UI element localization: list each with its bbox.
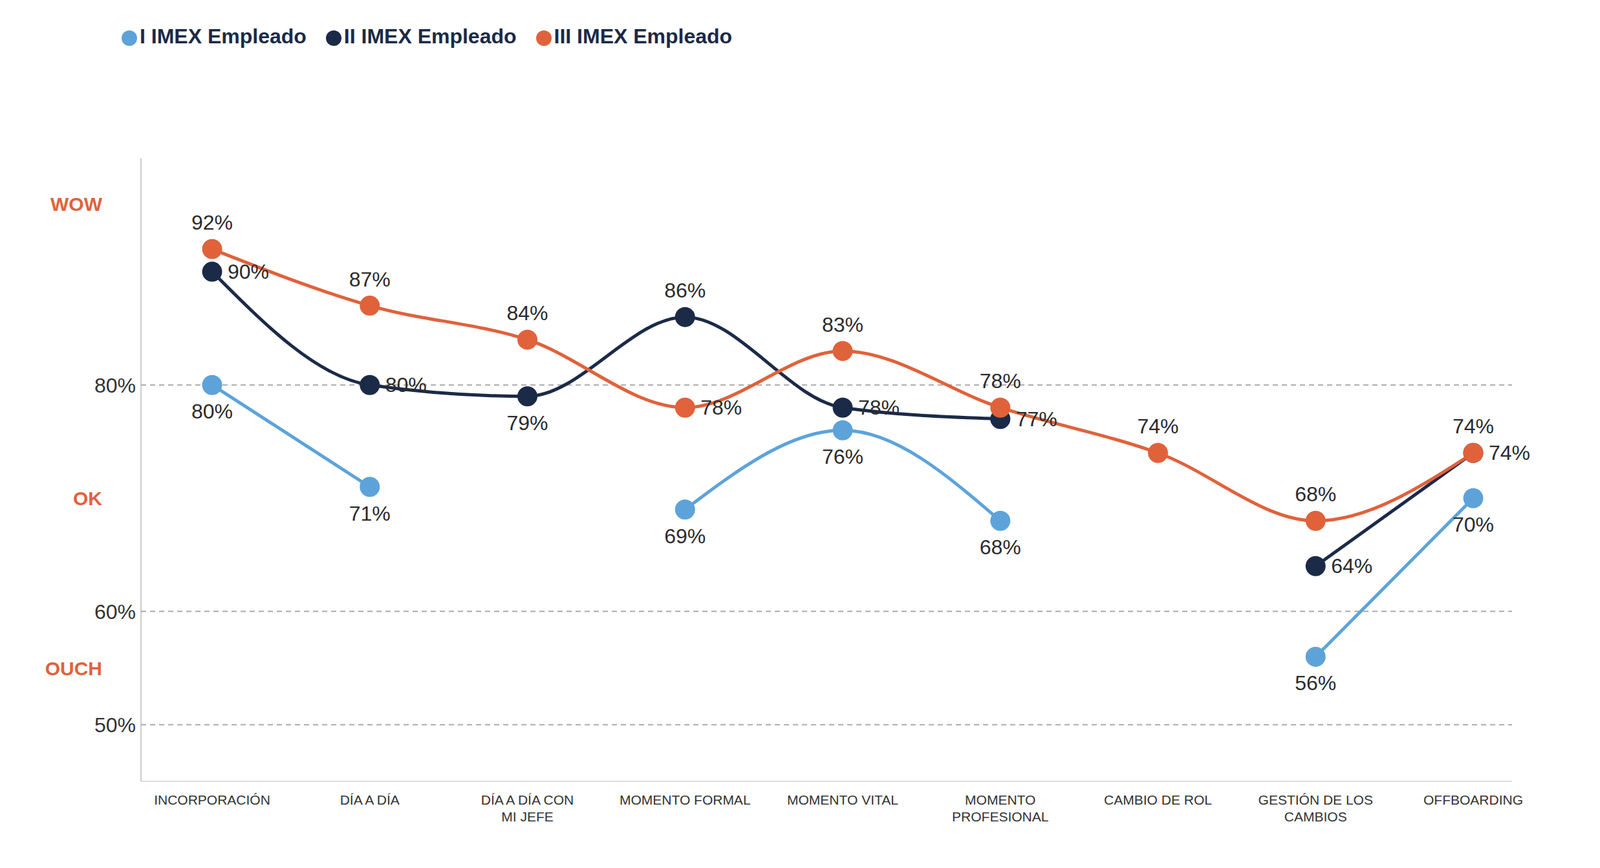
- svg-text:64%: 64%: [1330, 554, 1373, 578]
- svg-text:79%: 79%: [506, 411, 548, 435]
- svg-text:OUCH: OUCH: [45, 657, 103, 680]
- svg-text:68%: 68%: [979, 535, 1022, 559]
- svg-text:74%: 74%: [1488, 441, 1531, 465]
- svg-text:74%: 74%: [1452, 414, 1494, 438]
- svg-text:50%: 50%: [94, 713, 136, 737]
- svg-text:WOW: WOW: [50, 193, 103, 215]
- html-text:I IMEX Empleado: I IMEX Empleado: [139, 24, 307, 48]
- svg-text:OK: OK: [73, 487, 103, 509]
- svg-text:60%: 60%: [94, 600, 136, 624]
- svg-text:76%: 76%: [821, 444, 864, 469]
- svg-text:77%: 77%: [1016, 407, 1058, 431]
- svg-text:MOMENTO VITAL: MOMENTO VITAL: [787, 792, 899, 808]
- html-text:II IMEX Empleado: II IMEX Empleado: [343, 24, 517, 48]
- svg-text:84%: 84%: [506, 301, 548, 325]
- svg-text:80%: 80%: [191, 399, 233, 423]
- svg-text:87%: 87%: [349, 267, 391, 292]
- svg-text:56%: 56%: [1294, 671, 1337, 695]
- html-text:III IMEX Empleado: III IMEX Empleado: [553, 24, 733, 48]
- svg-text:CAMBIO DE ROL: CAMBIO DE ROL: [1103, 792, 1212, 808]
- svg-text:90%: 90%: [227, 259, 270, 284]
- svg-text:83%: 83%: [821, 313, 864, 337]
- svg-text:68%: 68%: [1294, 482, 1337, 506]
- svg-text:86%: 86%: [664, 278, 706, 303]
- svg-text:80%: 80%: [94, 373, 136, 398]
- svg-text:DÍA A DÍA: DÍA A DÍA: [340, 792, 400, 808]
- svg-text:MOMENTO: MOMENTO: [964, 792, 1036, 808]
- svg-text:74%: 74%: [1136, 414, 1179, 438]
- svg-text:80%: 80%: [385, 373, 427, 397]
- svg-text:69%: 69%: [664, 524, 706, 548]
- svg-text:INCORPORACIÓN: INCORPORACIÓN: [153, 792, 271, 808]
- svg-text:MOMENTO FORMAL: MOMENTO FORMAL: [619, 792, 751, 808]
- svg-text:DÍA A DÍA CON: DÍA A DÍA CON: [481, 792, 575, 808]
- svg-text:PROFESIONAL: PROFESIONAL: [951, 809, 1049, 824]
- svg-text:78%: 78%: [858, 395, 900, 420]
- svg-text:CAMBIOS: CAMBIOS: [1284, 809, 1348, 824]
- svg-text:OFFBOARDING: OFFBOARDING: [1423, 792, 1524, 808]
- svg-text:70%: 70%: [1452, 512, 1494, 537]
- svg-text:71%: 71%: [349, 501, 391, 526]
- svg-text:GESTIÓN DE LOS: GESTIÓN DE LOS: [1258, 792, 1373, 808]
- svg-text:92%: 92%: [191, 210, 233, 235]
- svg-text:MI JEFE: MI JEFE: [501, 809, 554, 824]
- svg-text:78%: 78%: [979, 369, 1022, 393]
- svg-text:78%: 78%: [700, 395, 742, 420]
